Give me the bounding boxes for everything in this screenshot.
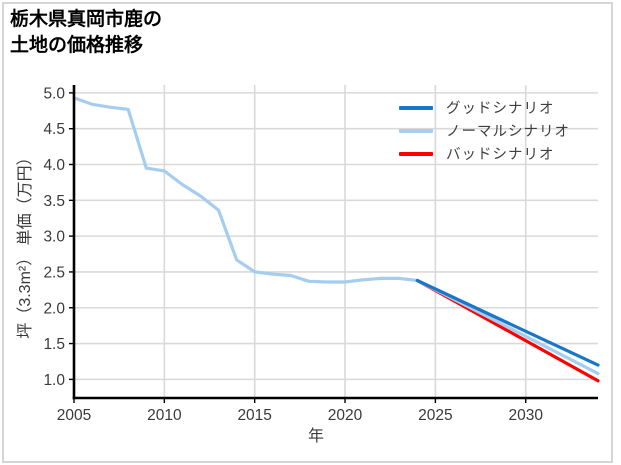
- x-axis-label: 年: [308, 427, 324, 445]
- page-title: 栃木県真岡市鹿の 土地の価格推移: [10, 7, 162, 59]
- y-tick-4.5: 4.5: [43, 121, 65, 138]
- x-tick-2025: 2025: [418, 407, 452, 424]
- title-line-2: 土地の価格推移: [10, 35, 144, 56]
- series-line-good: [415, 278, 600, 367]
- legend-label-normal: ノーマルシナリオ: [446, 124, 570, 140]
- chart-legend: グッドシナリオ ノーマルシナリオ バッドシナリオ: [399, 96, 570, 165]
- y-tick-1.5: 1.5: [43, 336, 65, 353]
- legend-label-bad: バッドシナリオ: [446, 147, 555, 163]
- title-line-1: 栃木県真岡市鹿の: [10, 9, 163, 30]
- y-tick-3.0: 3.0: [43, 229, 65, 246]
- x-tick-2030: 2030: [508, 407, 543, 424]
- y-tick-2.0: 2.0: [43, 300, 65, 317]
- series-line-history: [72, 96, 419, 284]
- y-tick-1.0: 1.0: [43, 372, 65, 389]
- y-tick-4.0: 4.0: [43, 157, 65, 174]
- axis-spines: [72, 85, 598, 400]
- y-tick-3.5: 3.5: [43, 193, 65, 210]
- legend-swatch-bad: [399, 151, 433, 156]
- legend-item-normal-scenario: ノーマルシナリオ: [399, 119, 570, 142]
- y-tick-2.5: 2.5: [43, 264, 65, 281]
- y-axis-label: 坪（3.3m²） 単価（万円）: [16, 149, 34, 338]
- page-frame: [2, 2, 613, 463]
- legend-item-good-scenario: グッドシナリオ: [399, 96, 570, 119]
- x-tick-2020: 2020: [328, 407, 363, 424]
- x-tick-2005: 2005: [57, 407, 91, 424]
- legend-item-bad-scenario: バッドシナリオ: [399, 142, 570, 165]
- legend-label-good: グッドシナリオ: [446, 101, 555, 117]
- legend-swatch-good: [399, 105, 433, 110]
- tick-labels: 2005 2010 2015 2020 2025 2030 5.0 4.5 4.0 3.5 3.0 2…: [43, 85, 543, 424]
- legend-swatch-normal: [399, 128, 433, 133]
- x-tick-2015: 2015: [237, 407, 271, 424]
- x-tick-2010: 2010: [147, 407, 182, 424]
- gridlines: [74, 85, 598, 398]
- y-tick-5.0: 5.0: [43, 85, 65, 102]
